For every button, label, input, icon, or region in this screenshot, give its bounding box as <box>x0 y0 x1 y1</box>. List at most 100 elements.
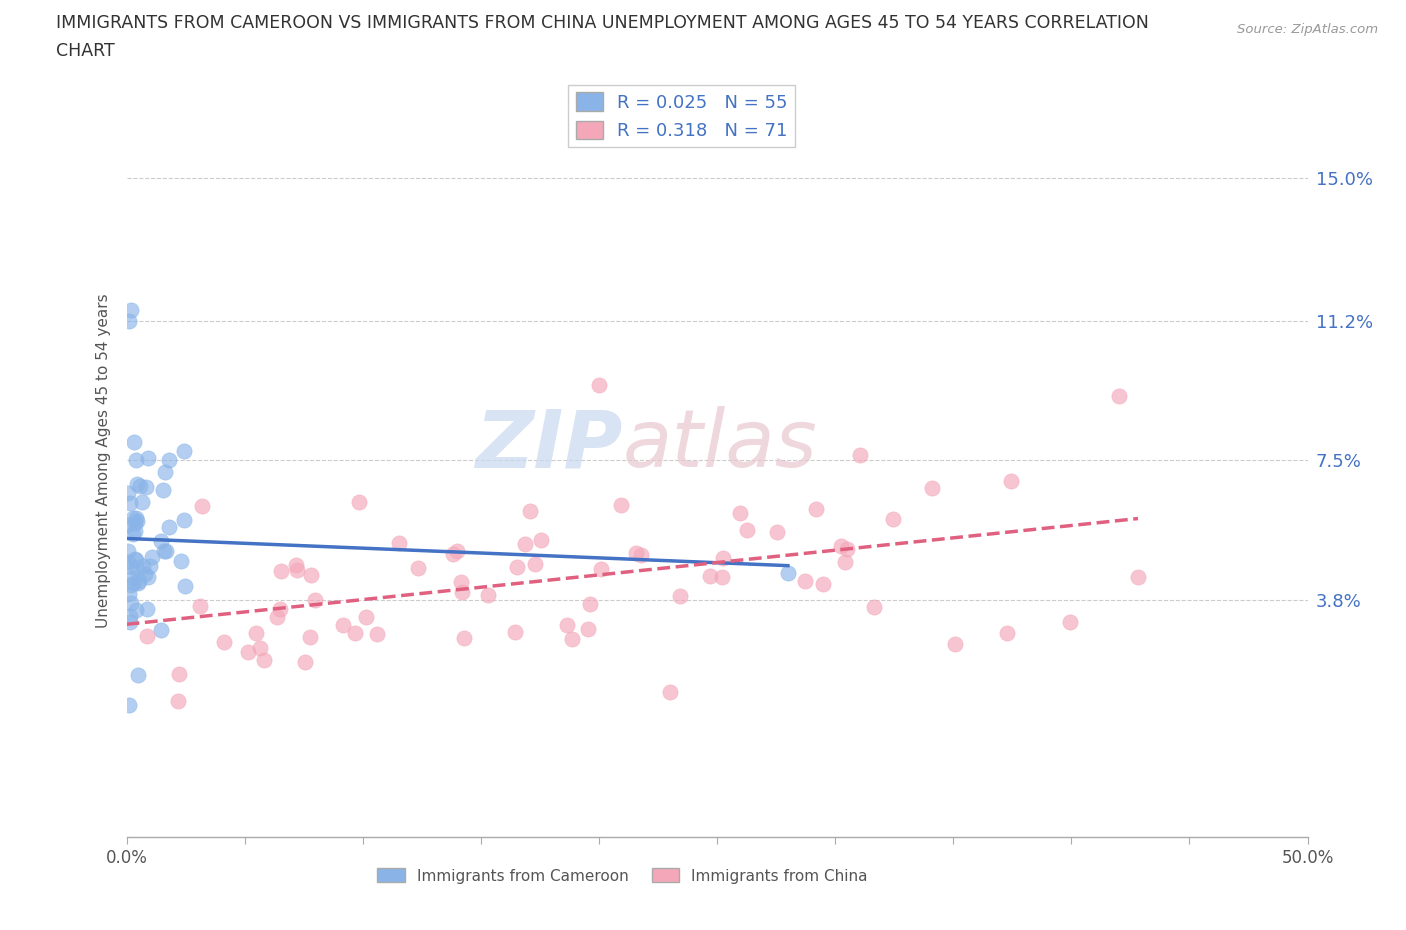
Point <box>174 578 197 593</box>
Point <box>125 511 148 525</box>
Point <box>506 560 529 575</box>
Point <box>125 453 148 468</box>
Text: IMMIGRANTS FROM CAMEROON VS IMMIGRANTS FROM CHINA UNEMPLOYMENT AMONG AGES 45 TO : IMMIGRANTS FROM CAMEROON VS IMMIGRANTS F… <box>56 14 1149 32</box>
Point <box>153 543 176 558</box>
Point <box>136 451 159 466</box>
Point <box>138 558 160 573</box>
Point <box>477 587 499 602</box>
Point <box>624 546 647 561</box>
Point <box>127 514 149 529</box>
Point <box>765 525 787 539</box>
Point <box>131 559 153 574</box>
Point <box>711 551 734 565</box>
Point <box>588 378 610 392</box>
Point <box>134 566 156 581</box>
Point <box>118 496 141 511</box>
Point <box>125 477 148 492</box>
Point <box>149 622 172 637</box>
Point <box>269 602 291 617</box>
Point <box>117 544 139 559</box>
Point <box>122 434 145 449</box>
Point <box>659 684 682 699</box>
Point <box>1126 570 1149 585</box>
Point <box>188 599 211 614</box>
Point <box>294 655 316 670</box>
Point <box>1000 473 1022 488</box>
Point <box>155 543 177 558</box>
Point <box>921 481 943 496</box>
Point <box>118 698 141 712</box>
Point <box>127 668 149 683</box>
Point <box>173 444 195 458</box>
Point <box>120 615 142 630</box>
Point <box>863 600 886 615</box>
Point <box>117 587 139 602</box>
Point <box>524 556 547 571</box>
Point <box>699 568 721 583</box>
Point <box>591 562 613 577</box>
Point <box>579 596 602 611</box>
Point <box>153 464 176 479</box>
Point <box>1108 389 1130 404</box>
Text: ZIP: ZIP <box>475 406 623 485</box>
Point <box>173 513 195 528</box>
Point <box>561 631 583 646</box>
Point <box>530 533 553 548</box>
Point <box>285 563 308 578</box>
Point <box>519 504 541 519</box>
Point <box>882 512 904 526</box>
Point <box>266 609 288 624</box>
Point <box>124 551 146 566</box>
Point <box>131 495 153 510</box>
Point <box>366 627 388 642</box>
Point <box>136 569 159 584</box>
Point <box>249 641 271 656</box>
Y-axis label: Unemployment Among Ages 45 to 54 years: Unemployment Among Ages 45 to 54 years <box>96 293 111 628</box>
Point <box>298 629 321 644</box>
Point <box>141 550 163 565</box>
Point <box>830 538 852 553</box>
Point <box>118 313 141 328</box>
Text: atlas: atlas <box>623 406 817 485</box>
Point <box>304 592 326 607</box>
Point <box>834 555 856 570</box>
Point <box>806 501 828 516</box>
Point <box>388 535 411 550</box>
Point <box>451 584 474 599</box>
Point <box>737 522 759 537</box>
Point <box>157 520 180 535</box>
Point <box>117 554 139 569</box>
Point <box>299 567 322 582</box>
Point <box>669 588 692 603</box>
Point <box>191 498 214 513</box>
Point <box>728 505 751 520</box>
Point <box>122 511 145 525</box>
Point <box>122 576 145 591</box>
Point <box>136 602 159 617</box>
Point <box>446 544 468 559</box>
Point <box>513 537 536 551</box>
Point <box>118 608 141 623</box>
Point <box>503 624 526 639</box>
Point <box>349 495 371 510</box>
Point <box>124 515 146 530</box>
Point <box>710 570 733 585</box>
Point <box>120 578 142 592</box>
Point <box>120 595 142 610</box>
Point <box>149 533 172 548</box>
Point <box>630 548 652 563</box>
Text: Source: ZipAtlas.com: Source: ZipAtlas.com <box>1237 23 1378 36</box>
Point <box>450 575 472 590</box>
Point <box>441 547 464 562</box>
Point <box>124 524 146 538</box>
Point <box>127 576 149 591</box>
Point <box>848 447 870 462</box>
Point <box>270 564 292 578</box>
Point <box>453 631 475 645</box>
Point <box>332 618 354 632</box>
Point <box>157 453 180 468</box>
Point <box>125 560 148 575</box>
Point <box>794 574 817 589</box>
Point <box>406 561 429 576</box>
Point <box>344 626 367 641</box>
